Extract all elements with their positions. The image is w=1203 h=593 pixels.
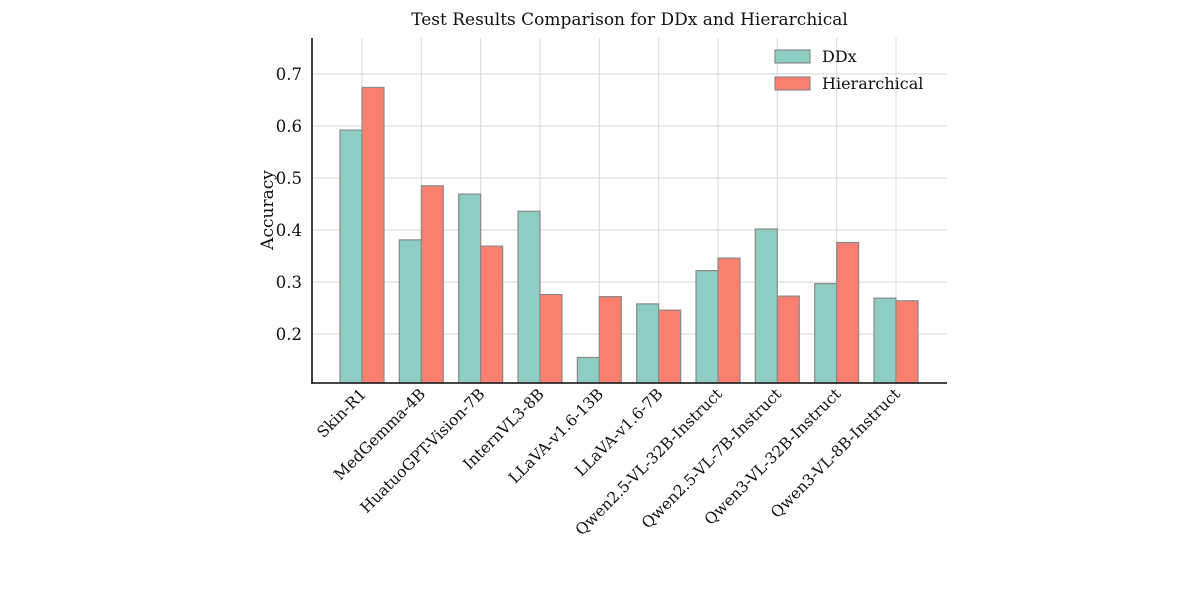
chart-title: Test Results Comparison for DDx and Hier…	[411, 10, 848, 30]
legend-swatch-ddx	[774, 49, 811, 64]
y-tick-label: 0.7	[276, 65, 302, 84]
ddx-bar	[636, 303, 660, 384]
ddx-bar	[814, 283, 838, 384]
ddx-bar	[576, 356, 600, 384]
y-tick-labels: 0.2 0.3 0.4 0.5 0.6 0.7	[276, 65, 302, 344]
x-tick-label: Skin-R1	[313, 385, 369, 441]
hierarchical-bar	[658, 309, 682, 384]
ddx-bar	[754, 228, 778, 384]
hierarchical-bar	[420, 185, 444, 384]
series-hierarchical	[361, 86, 919, 384]
ddx-bar	[873, 297, 897, 384]
y-axis-label: Accuracy	[258, 170, 278, 250]
hierarchical-bar	[480, 245, 504, 384]
hierarchical-bar	[717, 257, 741, 384]
axes-spines	[311, 38, 947, 384]
legend-label-ddx: DDx	[822, 47, 857, 66]
hierarchical-bar	[598, 296, 622, 384]
ddx-bar	[695, 270, 719, 384]
ddx-bar	[339, 129, 363, 384]
hierarchical-bar	[776, 295, 800, 384]
ddx-bar	[517, 210, 541, 384]
ddx-bar	[398, 239, 422, 384]
hierarchical-bar	[361, 86, 385, 384]
y-tick-label: 0.3	[276, 273, 302, 292]
y-tick-label: 0.6	[276, 117, 302, 136]
legend: DDx Hierarchical	[774, 47, 923, 93]
hierarchical-bar	[895, 300, 919, 384]
y-tick-label: 0.4	[276, 221, 302, 240]
legend-label-hierarchical: Hierarchical	[822, 74, 923, 93]
series-ddx	[339, 129, 897, 384]
hierarchical-bar	[836, 241, 860, 384]
x-tick-labels: Skin-R1MedGemma-4BHuatuoGPT-Vision-7BInt…	[313, 385, 904, 540]
ddx-bar	[458, 193, 482, 384]
legend-swatch-hierarchical	[774, 76, 811, 91]
y-tick-label: 0.2	[276, 325, 302, 344]
y-tick-label: 0.5	[276, 169, 302, 188]
hierarchical-bar	[539, 293, 563, 384]
